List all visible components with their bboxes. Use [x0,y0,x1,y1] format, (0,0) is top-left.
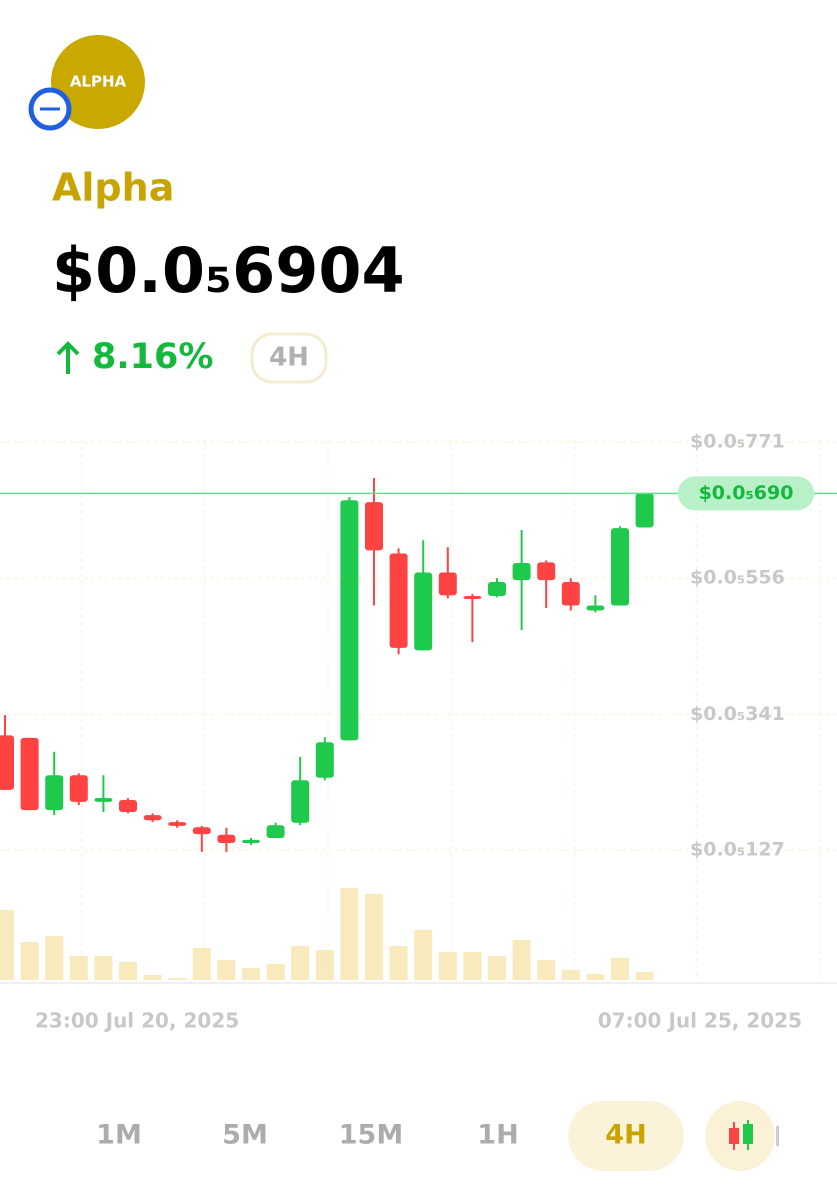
candle-body [611,528,629,606]
candle-body [463,595,482,599]
icon [776,1126,779,1146]
volume-bar [537,960,556,980]
candle-body [414,572,433,651]
volume-bar [611,958,629,980]
change: 8.16% [92,337,213,377]
tab-selected-bg [568,1101,684,1171]
volume-bar [266,964,285,980]
volume-bar [340,888,359,980]
chart: $0.0₅127 $0.0₅341 $0.0₅556 $0.0₅771 $0.0₅690… [0,431,837,1033]
candle-body [192,827,211,835]
timeframe-tab[interactable]: 15M [339,1120,403,1151]
y-tick-label: $0.0₅341 [690,703,785,725]
volume-bar [242,968,260,980]
volume-bar [389,946,408,980]
candle-body [45,775,64,811]
candle-body [119,799,137,812]
volume-bar [217,960,236,980]
icon [729,1128,739,1144]
volume-bar [168,978,187,980]
volume-bar [414,930,433,980]
volume-bar [488,956,506,980]
logo-text: ALPHA [70,73,127,91]
candle-body [20,737,39,811]
timeframe-tab[interactable]: 1M [96,1120,142,1151]
volume-bar [512,940,531,980]
candle-body [389,553,408,648]
candle-body [561,582,580,606]
volume-bar [69,956,88,980]
volume-bar [0,910,14,980]
candle-body [69,775,88,802]
candle-body [586,605,605,611]
candle-body [635,493,654,528]
icon [743,1124,753,1144]
candle-body [242,839,260,844]
candle-body [340,500,359,741]
candle-body [266,825,285,838]
volume-bar [463,952,482,980]
price: $0.0₅6904 [52,234,405,307]
y-tick-label: $0.0₅771 [690,431,785,453]
candle-body [168,822,187,826]
volume-bar [119,962,137,980]
volume-bar [561,970,580,980]
current-price-label: $0.0₅690 [699,482,794,504]
timeframe-tab[interactable]: 1H [477,1120,518,1151]
volume-bar [45,936,64,980]
candle-body [488,582,506,596]
volume-bar [94,956,113,980]
volume-bar [635,972,654,980]
volume-bar [291,946,310,980]
volume-bar [315,950,334,980]
volume-bar [20,942,39,980]
chart-type-button[interactable] [705,1101,775,1171]
volume-bar [586,974,605,980]
period-badge [250,332,328,384]
token-name: Alpha [52,166,174,210]
up-arrow [56,341,80,374]
y-tick-label: $0.0₅127 [690,839,785,861]
timeframe-tabs: 1M 5M 15M 1H 4H [96,1101,684,1171]
x-axis-label: 23:00 Jul 20, 2025 [35,1009,239,1033]
volume-bar [438,952,457,980]
timeframe-tab[interactable]: 4H [605,1120,646,1151]
period-text: 4H [269,343,309,373]
candle-body [537,562,556,581]
x-axis-label: 07:00 Jul 25, 2025 [598,1009,802,1033]
candle-body [365,502,383,551]
candle-body [143,815,162,821]
logo [51,35,145,129]
y-tick-label: $0.0₅556 [690,567,785,589]
timeframe-tab[interactable]: 5M [222,1120,268,1151]
volume-bar [143,975,162,980]
volume-bar [365,894,383,980]
current-price-tag [678,476,814,511]
candle-body [438,572,457,596]
candle-body [0,735,14,790]
candle-body [512,563,531,581]
candle-body [94,798,113,802]
candle-body [315,742,334,778]
volume-bar [192,948,211,980]
candle-body [217,834,236,844]
candle-body [291,780,310,823]
